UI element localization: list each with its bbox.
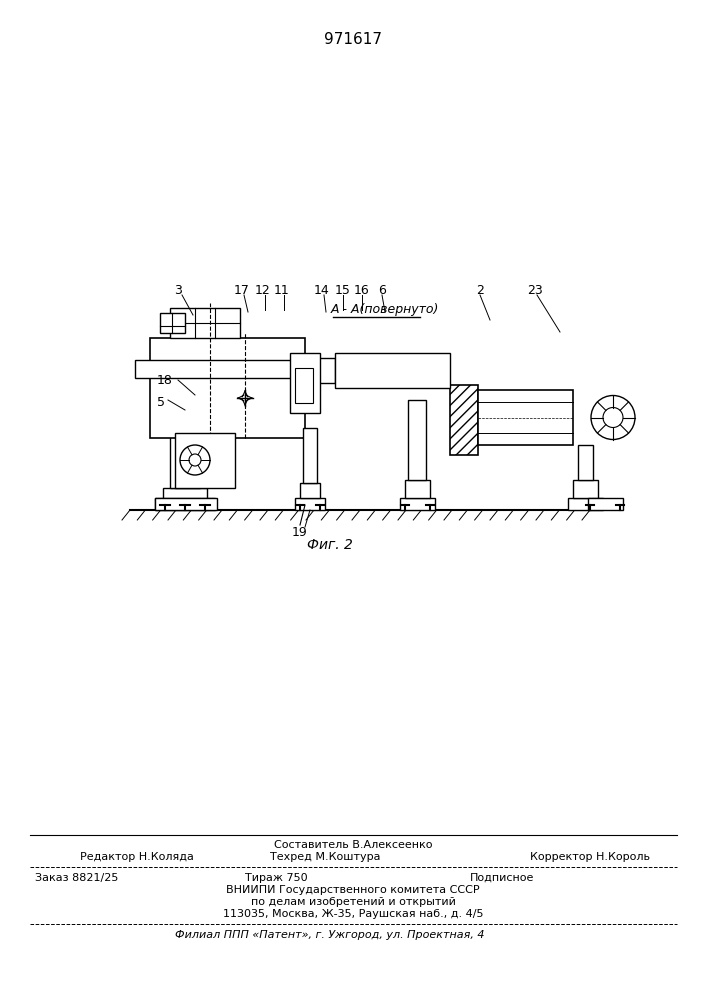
- Text: 11: 11: [274, 284, 290, 296]
- Bar: [155, 498, 217, 510]
- Text: 3: 3: [174, 284, 182, 296]
- Bar: [305, 358, 335, 383]
- Bar: [290, 353, 320, 413]
- Text: Заказ 8821/25: Заказ 8821/25: [35, 873, 118, 883]
- Text: Техред М.Коштура: Техред М.Коштура: [270, 852, 380, 862]
- Text: Тираж 750: Тираж 750: [245, 873, 308, 883]
- Text: 18: 18: [157, 373, 173, 386]
- Text: 17: 17: [234, 284, 250, 296]
- Text: 16: 16: [354, 284, 370, 296]
- Text: 971617: 971617: [324, 32, 382, 47]
- Bar: [450, 385, 478, 455]
- Bar: [155, 498, 215, 510]
- Bar: [300, 483, 320, 498]
- Text: 113035, Москва, Ж-35, Раушская наб., д. 4/5: 113035, Москва, Ж-35, Раушская наб., д. …: [223, 909, 484, 919]
- Bar: [303, 428, 317, 483]
- Text: 5: 5: [157, 395, 165, 408]
- Text: Подписное: Подписное: [470, 873, 534, 883]
- Bar: [160, 313, 185, 333]
- Bar: [170, 408, 200, 488]
- Bar: [588, 498, 623, 510]
- Bar: [295, 368, 313, 403]
- Bar: [170, 308, 240, 338]
- Text: 14: 14: [314, 284, 330, 296]
- Bar: [478, 390, 573, 445]
- Text: 19: 19: [292, 526, 308, 540]
- Text: ВНИИПИ Государственного комитета СССР: ВНИИПИ Государственного комитета СССР: [226, 885, 480, 895]
- Text: 15: 15: [335, 284, 351, 296]
- Bar: [400, 498, 435, 510]
- Bar: [568, 498, 603, 510]
- Text: 23: 23: [527, 284, 543, 296]
- Bar: [175, 433, 235, 488]
- Bar: [573, 480, 598, 498]
- Bar: [163, 488, 207, 498]
- Bar: [405, 480, 430, 498]
- Text: Корректор Н.Король: Корректор Н.Король: [530, 852, 650, 862]
- Text: 12: 12: [255, 284, 271, 296]
- Text: 6: 6: [378, 284, 386, 296]
- Text: 2: 2: [476, 284, 484, 296]
- Bar: [295, 498, 325, 510]
- Text: Составитель В.Алексеенко: Составитель В.Алексеенко: [274, 840, 432, 850]
- Text: по делам изобретений и открытий: по делам изобретений и открытий: [250, 897, 455, 907]
- Bar: [578, 445, 593, 480]
- Text: Филиал ППП «Патент», г. Ужгород, ул. Проектная, 4: Филиал ППП «Патент», г. Ужгород, ул. Про…: [175, 930, 484, 940]
- Bar: [408, 400, 426, 480]
- Bar: [150, 338, 305, 438]
- Bar: [135, 360, 310, 378]
- Text: Редактор Н.Коляда: Редактор Н.Коляда: [80, 852, 194, 862]
- Text: А - А(повернуто): А - А(повернуто): [331, 304, 439, 316]
- Bar: [335, 353, 450, 388]
- Text: Фиг. 2: Фиг. 2: [307, 538, 353, 552]
